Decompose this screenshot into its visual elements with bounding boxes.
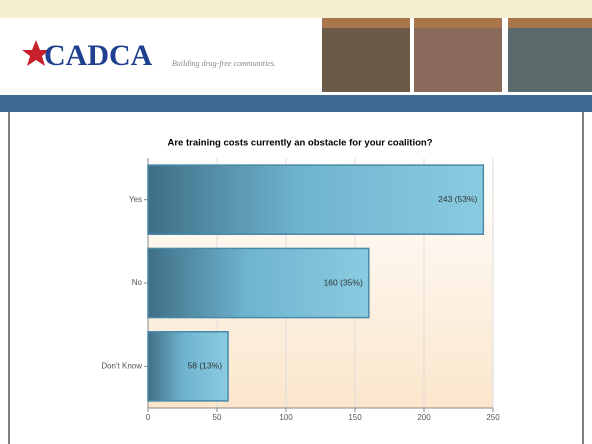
tagline: Building drug-free communities.: [172, 59, 276, 68]
x-tick-label: 100: [279, 413, 293, 422]
value-label: 160 (35%): [324, 277, 363, 287]
photo: [322, 28, 410, 92]
photo-tab: [322, 18, 410, 28]
x-tick-label: 250: [486, 413, 500, 422]
bar: [147, 331, 229, 402]
logo: CADCA: [44, 39, 153, 72]
chart-title: Are training costs currently an obstacle…: [168, 138, 433, 149]
value-label: 243 (53%): [438, 194, 477, 204]
y-tick-label: No: [132, 278, 143, 287]
x-tick-label: 0: [146, 413, 151, 422]
photo: [414, 28, 502, 92]
bar: [147, 164, 485, 235]
top-strip: [0, 0, 592, 18]
bar: [147, 247, 370, 319]
photo: [508, 28, 592, 92]
value-label: 58 (13%): [188, 361, 223, 371]
x-tick-label: 200: [417, 413, 431, 422]
logo-star: [22, 40, 50, 66]
y-tick-label: Don't Know: [101, 361, 142, 370]
photo-tab: [508, 18, 592, 28]
photo-tab: [414, 18, 502, 28]
x-tick-label: 150: [348, 413, 362, 422]
y-tick-label: Yes: [129, 195, 142, 204]
x-tick-label: 50: [213, 413, 222, 422]
blue-band: [0, 95, 592, 112]
